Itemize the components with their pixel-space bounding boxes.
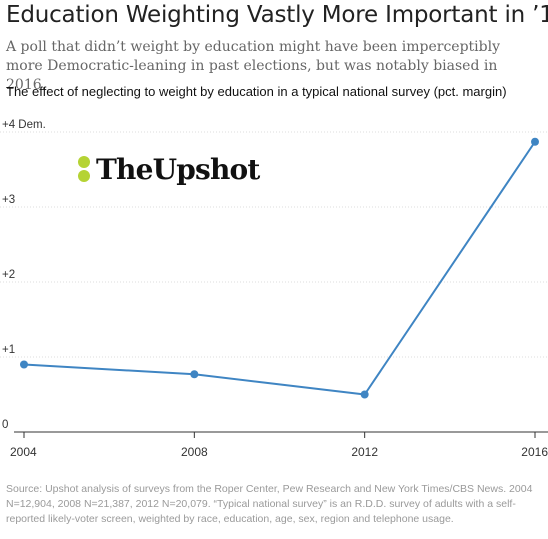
x-axis: 2004 2008 2012 2016	[10, 431, 548, 459]
page-title: Education Weighting Vastly More Importan…	[6, 2, 548, 28]
data-point	[20, 360, 28, 369]
x-tick-label: 2012	[351, 445, 378, 459]
y-tick-label: 0	[2, 419, 8, 431]
y-tick-label: +1	[2, 344, 15, 356]
line-chart: 0 +1 +2 +3 +4 Dem. 2004 2008 2012 2016	[0, 119, 548, 459]
grid-lines	[0, 131, 548, 358]
y-tick-label: +2	[2, 269, 15, 281]
series-lines	[23, 141, 536, 396]
chart-title: The effect of neglecting to weight by ed…	[6, 84, 507, 99]
x-tick-label: 2016	[521, 445, 548, 459]
data-point	[531, 137, 539, 146]
y-tick-label: +3	[2, 194, 15, 206]
data-points	[20, 137, 539, 399]
data-point	[360, 390, 369, 399]
series-line	[23, 141, 536, 396]
logo-mark-icon	[78, 155, 92, 183]
y-axis-ticks: 0 +1 +2 +3 +4 Dem.	[2, 119, 46, 431]
data-point	[190, 370, 199, 379]
source-note: Source: Upshot analysis of surveys from …	[6, 483, 533, 525]
upshot-logo: TheUpshot	[78, 152, 260, 186]
x-tick-label: 2004	[10, 445, 37, 459]
y-tick-label: +4 Dem.	[2, 119, 46, 131]
logo-text: TheUpshot	[96, 152, 260, 186]
x-tick-label: 2008	[181, 445, 208, 459]
page-subtitle: A poll that didn’t weight by education m…	[6, 39, 500, 93]
